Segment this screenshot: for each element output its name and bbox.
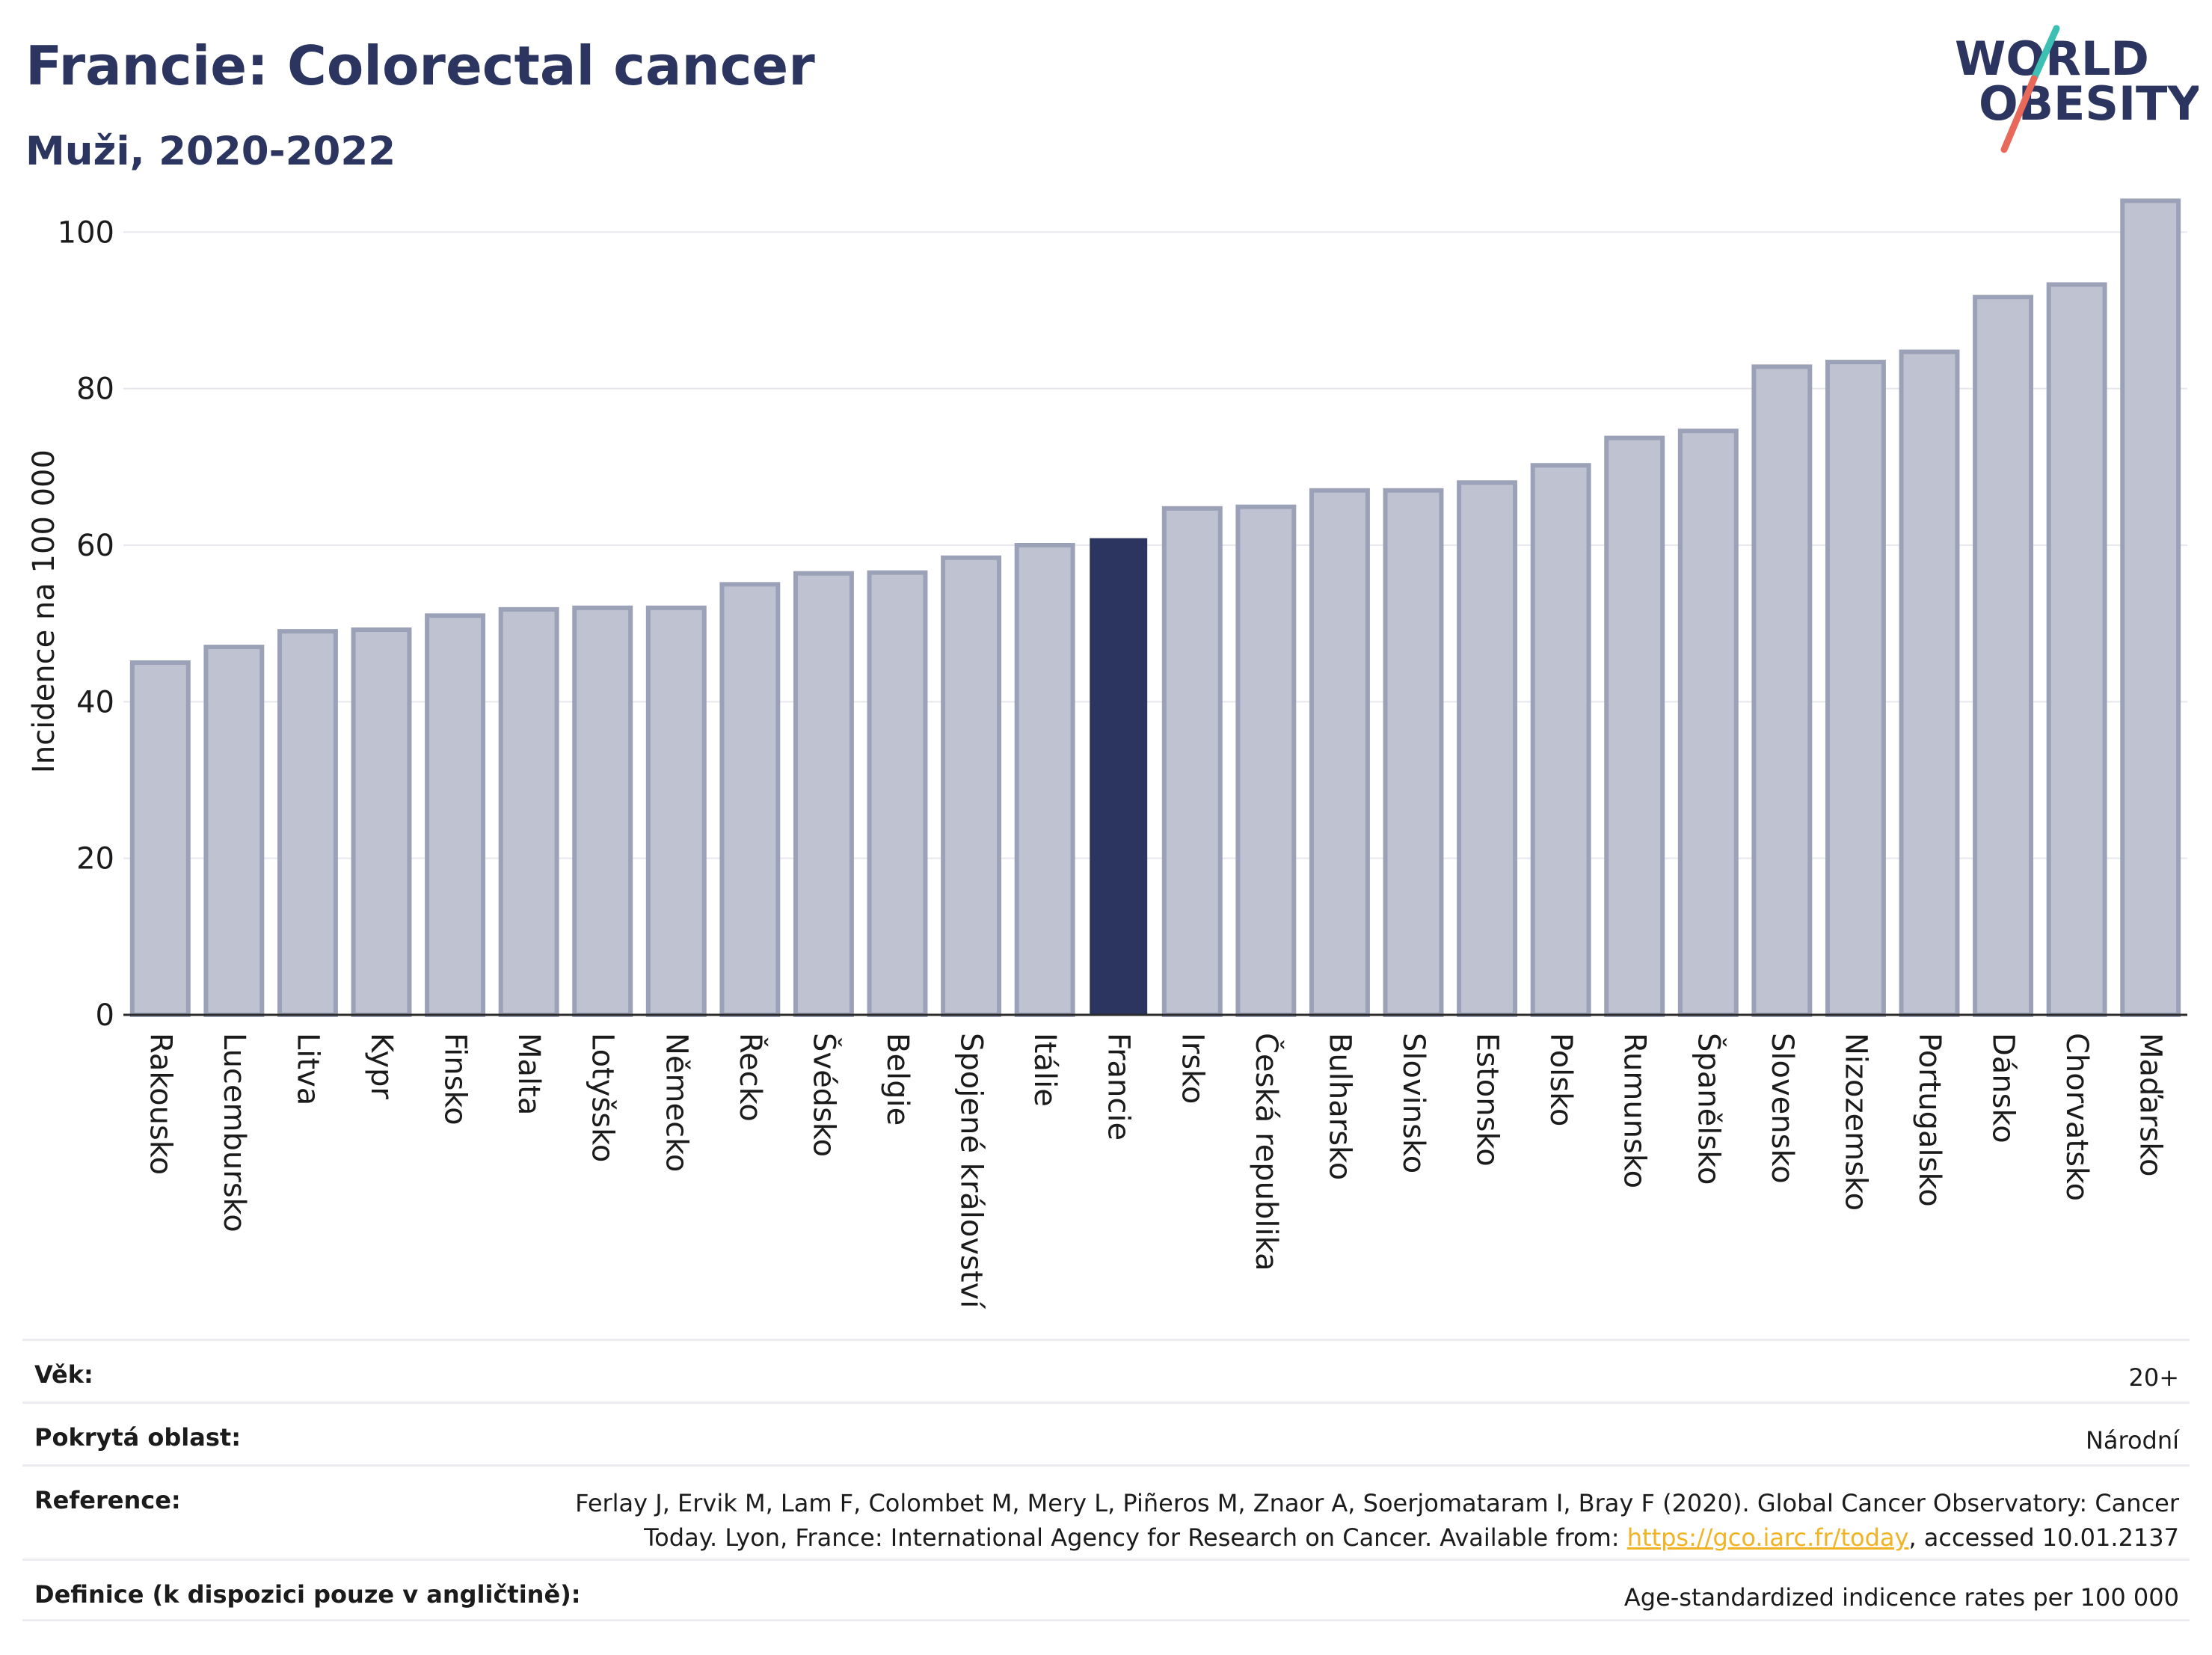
x-tick-label: Francie: [1102, 1033, 1136, 1140]
reference-value: Ferlay J, Ervik M, Lam F, Colombet M, Me…: [575, 1486, 2179, 1555]
bar: [1309, 488, 1370, 1017]
x-tick-label: Rumunsko: [1617, 1033, 1652, 1188]
x-tick-label: Švédsko: [806, 1033, 842, 1157]
x-tick-label: Česká republika: [1249, 1033, 1285, 1271]
x-tick-label: Slovinsko: [1396, 1033, 1431, 1173]
y-tick-label: 100: [58, 215, 114, 250]
x-tick-label: Dánsko: [1986, 1033, 2021, 1143]
y-tick-label: 80: [76, 372, 114, 407]
y-tick-label: 40: [76, 685, 114, 719]
bar: [941, 555, 1002, 1017]
metadata-table: Věk: 20+ Pokrytá oblast: Národní Referen…: [22, 1339, 2190, 1621]
bar: [1161, 506, 1223, 1017]
reference-label: Reference:: [34, 1486, 181, 1514]
bar: [277, 629, 338, 1017]
y-tick-label: 60: [76, 529, 114, 563]
bar: [1973, 295, 2034, 1017]
bar: [129, 660, 191, 1017]
page-subtitle: Muži, 2020-2022: [25, 129, 396, 174]
x-tick-label: Chorvatsko: [2059, 1033, 2094, 1201]
age-label: Věk:: [34, 1360, 93, 1389]
bar: [1383, 488, 1444, 1017]
x-tick-label: Slovensko: [1765, 1033, 1799, 1184]
bar: [351, 627, 412, 1017]
x-tick-label: Polsko: [1543, 1033, 1578, 1126]
x-tick-label: Belgie: [880, 1033, 915, 1126]
x-tick-label: Malta: [511, 1033, 546, 1115]
bar: [719, 582, 781, 1017]
reference-line2-pre: Today. Lyon, France: International Agenc…: [644, 1523, 1627, 1552]
bar: [2120, 198, 2181, 1017]
bar: [1530, 463, 1591, 1017]
bar: [867, 570, 928, 1017]
definition-label: Definice (k dispozici pouze v angličtině…: [34, 1580, 581, 1609]
x-tick-label: Estonsko: [1470, 1033, 1505, 1167]
bar-chart: 0 20 40 60 80 100 Incidence na 100 000 Rakousko…: [27, 198, 2187, 1309]
x-tick-label: Rakousko: [143, 1033, 177, 1175]
bar: [1604, 435, 1665, 1017]
x-tick-label: Řecko: [733, 1033, 769, 1122]
x-tick-label: Itálie: [1027, 1033, 1062, 1107]
bar: [1899, 349, 1960, 1017]
meta-row-age: Věk: 20+: [22, 1339, 2190, 1401]
x-tick-label: Bulharsko: [1322, 1033, 1357, 1180]
world-obesity-logo: WORLD OBESITY: [1955, 25, 2199, 153]
area-value: Národní: [2085, 1426, 2179, 1455]
definition-value: Age-standardized indicence rates per 100…: [1623, 1583, 2179, 1612]
bar: [1751, 364, 1813, 1017]
y-axis-title: Incidence na 100 000: [27, 449, 61, 773]
bar: [793, 571, 854, 1017]
bar: [203, 645, 265, 1017]
x-tick-label: Portugalsko: [1912, 1033, 1947, 1207]
bar: [1825, 360, 1886, 1017]
meta-row-area: Pokrytá oblast: Národní: [22, 1401, 2190, 1464]
x-tick-label: Španělsko: [1691, 1033, 1727, 1185]
bar: [572, 605, 633, 1017]
logo-slash-red: [2000, 75, 2038, 153]
bar: [2046, 282, 2107, 1017]
x-tick-label: Lotyšsko: [586, 1033, 620, 1162]
bar: [1677, 429, 1739, 1017]
bar: [645, 605, 707, 1017]
bar: [1235, 504, 1297, 1017]
x-tick-label: Litva: [290, 1033, 325, 1105]
x-tick-label: Spojené království: [954, 1033, 989, 1309]
bar: [425, 613, 486, 1017]
reference-link[interactable]: https://gco.iarc.fr/today: [1626, 1523, 1909, 1552]
meta-row-definition: Definice (k dispozici pouze v angličtině…: [22, 1559, 2190, 1621]
y-tick-label: 0: [96, 998, 114, 1033]
bar: [1457, 480, 1518, 1017]
x-tick-label: Irsko: [1175, 1033, 1209, 1104]
x-tick-label: Nizozemsko: [1838, 1033, 1872, 1211]
page-title: Francie: Colorectal cancer: [25, 34, 815, 97]
x-tick-label: Maďarsko: [2133, 1033, 2168, 1176]
bar: [1090, 538, 1148, 1016]
bar: [498, 607, 559, 1017]
age-value: 20+: [2128, 1363, 2179, 1392]
reference-line1: Ferlay J, Ervik M, Lam F, Colombet M, Me…: [575, 1489, 2179, 1517]
reference-line2-post: , accessed 10.01.2137: [1908, 1523, 2179, 1552]
meta-row-reference: Reference: Ferlay J, Ervik M, Lam F, Col…: [22, 1464, 2190, 1559]
y-tick-label: 20: [76, 842, 114, 876]
x-tick-label: Kypr: [364, 1033, 399, 1099]
x-tick-label: Lucembursko: [217, 1033, 251, 1232]
logo-slash-teal: [2030, 25, 2060, 82]
x-tick-label: Finsko: [438, 1033, 473, 1126]
area-label: Pokrytá oblast:: [34, 1423, 241, 1452]
bar: [1014, 543, 1075, 1017]
x-tick-label: Německo: [659, 1033, 693, 1172]
reference-line2: Today. Lyon, France: International Agenc…: [575, 1520, 2179, 1555]
